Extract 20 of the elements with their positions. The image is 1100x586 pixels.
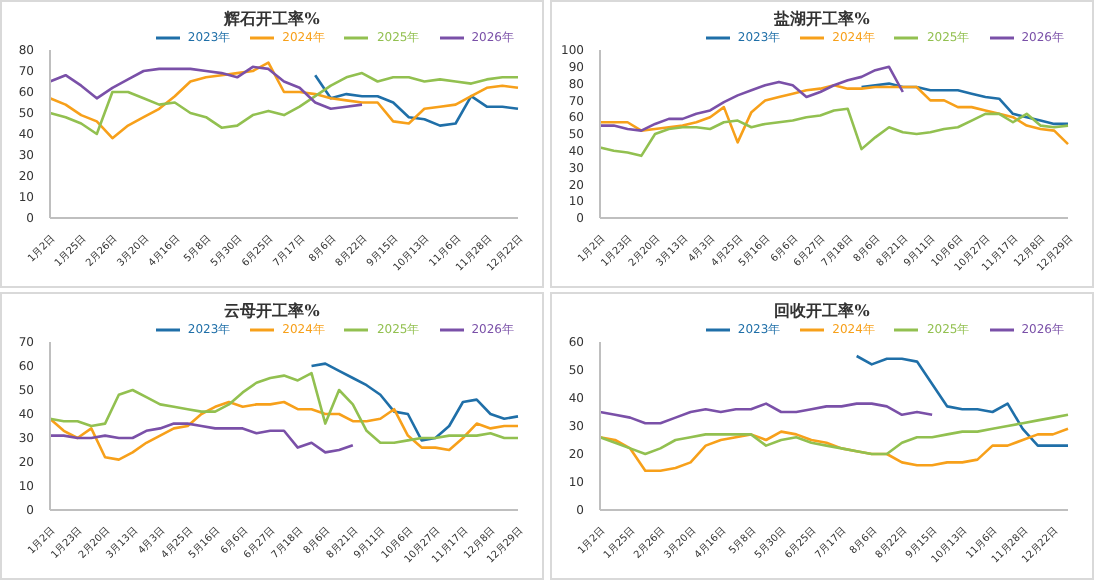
line-series <box>860 82 1070 126</box>
chart-title: 回收开工率% <box>772 300 872 322</box>
chart-title: 云母开工率% <box>222 300 322 322</box>
line-series <box>48 422 355 454</box>
line-series <box>313 73 520 127</box>
chart-title: 辉石开工率% <box>222 8 322 30</box>
line-series <box>48 61 520 140</box>
line-series <box>598 107 1070 158</box>
line-series <box>48 65 364 111</box>
line-series <box>598 83 1070 146</box>
line-series <box>598 427 1070 473</box>
line-series <box>48 371 520 445</box>
line-series <box>855 354 1070 447</box>
line-series <box>310 362 520 442</box>
line-series <box>48 400 520 461</box>
line-series <box>598 65 905 132</box>
line-series <box>48 71 520 136</box>
line-series <box>598 413 1070 456</box>
chart-title: 盐湖开工率% <box>772 8 872 30</box>
line-series <box>598 402 934 425</box>
